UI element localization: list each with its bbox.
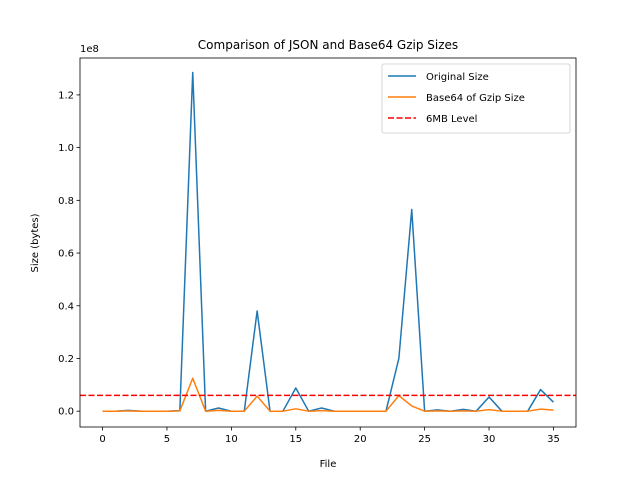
legend: Original Size Base64 of Gzip Size 6MB Leve… [381, 63, 571, 134]
x-tick-label: 30 [483, 434, 496, 445]
y-tick-label: 1.2 [58, 90, 74, 101]
x-tick-label: 10 [225, 434, 238, 445]
y-tick-label: 0.2 [58, 354, 74, 365]
y-tick-label: 0.0 [58, 407, 74, 418]
y-tick-label: 1.0 [58, 143, 74, 154]
x-axis-label: File [320, 459, 337, 470]
x-tick-label: 35 [547, 434, 560, 445]
y-tick-label: 0.6 [58, 249, 74, 260]
legend-box [381, 63, 571, 134]
y-tick-label: 0.8 [58, 196, 74, 207]
legend-entry-label: 6MB Level [426, 114, 477, 125]
x-tick-label: 20 [354, 434, 367, 445]
chart-title: Comparison of JSON and Base64 Gzip Sizes [198, 38, 458, 52]
plot-area: 0 5 10 15 20 25 30 35 0.0 0.2 0.4 0.6 0.8 1.0 1.2 [58, 57, 577, 445]
y-tick-label: 0.4 [58, 301, 74, 312]
y-axis-label: Size (bytes) [30, 213, 41, 272]
x-tick-label: 5 [164, 434, 170, 445]
x-tick-label: 15 [289, 434, 302, 445]
x-tick-label: 25 [418, 434, 431, 445]
x-tick-label: 0 [99, 434, 105, 445]
y-offset-label: 1e8 [80, 44, 99, 55]
legend-entry-label: Base64 of Gzip Size [426, 93, 525, 104]
series-line-2 [102, 377, 554, 412]
legend-entry-label: Original Size [426, 72, 489, 83]
axes-frame [79, 57, 577, 428]
